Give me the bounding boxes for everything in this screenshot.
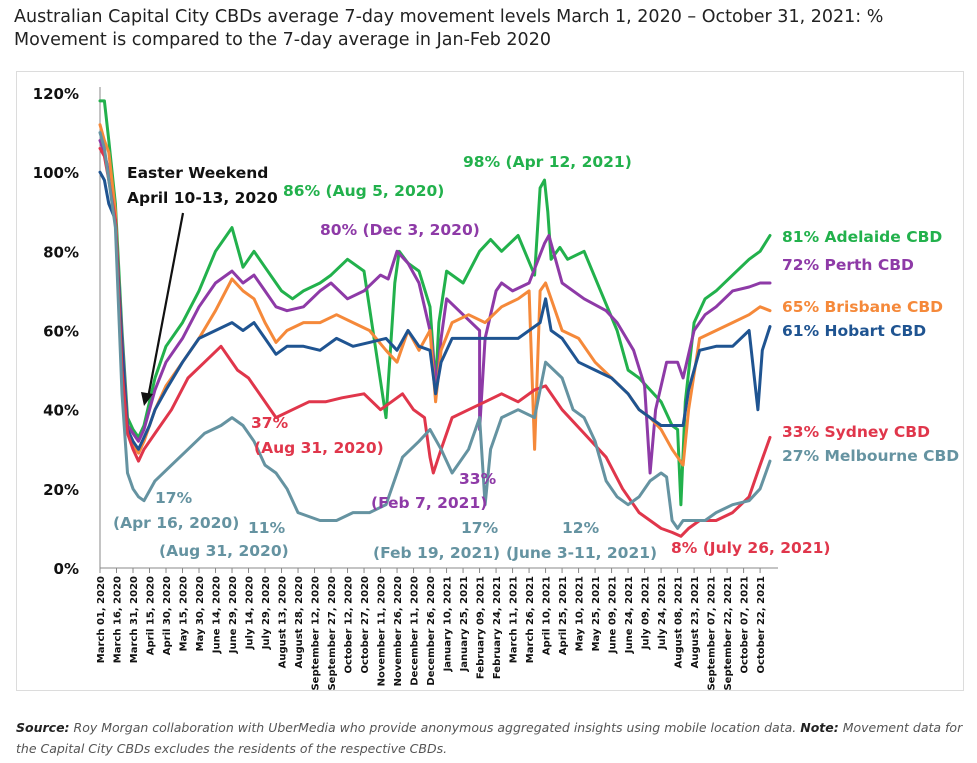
x-tick-label: December 26, 2020 [426, 576, 437, 686]
annotation-label: (Aug 31, 2020) [159, 542, 289, 560]
annotation-label: 12% [562, 519, 600, 537]
x-tick-label: March 11, 2021 [509, 576, 520, 663]
source-note: Source: Roy Morgan collaboration with Ub… [16, 717, 966, 759]
x-tick-label: August 13, 2020 [278, 576, 289, 668]
note-label: Note: [800, 720, 839, 735]
x-tick-label: September 22, 2021 [723, 576, 734, 690]
annotation-label: 11% [248, 519, 286, 537]
x-tick-label: May 25, 2021 [591, 576, 602, 651]
series-line-sydney-cbd [98, 146, 772, 538]
annotation-label: (June 3-11, 2021) [506, 544, 657, 562]
x-tick-label: November 26, 2020 [393, 576, 404, 686]
x-tick-label: May 10, 2021 [575, 576, 586, 651]
x-tick-label: August 08, 2021 [674, 576, 685, 668]
annotation-label: 17% [155, 489, 193, 507]
x-tick-label: October 27, 2020 [360, 576, 371, 674]
x-tick-label: March 26, 2021 [525, 576, 536, 663]
page-title: Australian Capital City CBDs average 7-d… [14, 7, 884, 50]
x-tick-label: April 30, 2020 [162, 576, 173, 655]
y-tick-label: 80% [43, 243, 79, 261]
x-tick-label: June 09, 2021 [608, 576, 619, 654]
source-text: Roy Morgan collaboration with UberMedia … [69, 720, 801, 735]
annotation-label: 33% [459, 470, 497, 488]
x-tick-label: October 07, 2021 [740, 576, 751, 674]
x-tick-label: September 27, 2020 [327, 576, 338, 690]
x-tick-label: June 29, 2020 [228, 576, 239, 654]
x-tick-label: September 12, 2020 [311, 576, 322, 690]
x-tick-label: July 09, 2021 [641, 576, 652, 650]
annotation-label: 8% (July 26, 2021) [671, 539, 831, 557]
annotation-label: 86% (Aug 5, 2020) [283, 182, 444, 200]
x-tick-label: April 10, 2021 [542, 576, 553, 655]
movement-line-chart: 0% 20% 40% 60% 80% 100% 120% March 01, 2020 Marc… [33, 85, 960, 690]
annotation-label: (Aug 31, 2020) [254, 439, 384, 457]
y-tick-label: 120% [33, 85, 79, 103]
series-line-hobart-cbd [98, 170, 772, 451]
x-tick-label: November 11, 2020 [377, 576, 388, 686]
series-end-label: 81% Adelaide CBD [782, 228, 942, 246]
x-tick-label: September 07, 2021 [707, 576, 718, 690]
x-tick-label: April 15, 2020 [146, 576, 157, 655]
x-tick-label: March 01, 2020 [96, 576, 107, 663]
chart-frame: 0% 20% 40% 60% 80% 100% 120% March 01, 2020 Marc… [16, 71, 964, 691]
x-tick-label: October 22, 2021 [756, 576, 767, 674]
x-tick-label: June 24, 2021 [624, 576, 635, 654]
y-tick-label: 40% [43, 402, 79, 420]
x-tick-label: June 14, 2020 [212, 576, 223, 654]
x-tick-label: March 31, 2020 [129, 576, 140, 663]
easter-arrow-head [141, 392, 153, 406]
x-tick-label: April 25, 2021 [558, 576, 569, 655]
x-tick-label: July 24, 2021 [657, 576, 668, 650]
series-line-melbourne-cbd [98, 131, 772, 530]
x-tick-label: July 14, 2020 [245, 576, 256, 650]
x-tick-label: May 30, 2020 [195, 576, 206, 651]
source-label: Source: [16, 720, 70, 735]
annotation-label: (Feb 19, 2021) [373, 544, 500, 562]
annotation-label: 37% [251, 414, 289, 432]
x-tick-label: July 29, 2020 [261, 576, 272, 650]
annotation-label: April 10-13, 2020 [127, 189, 278, 207]
annotation-label: 17% [461, 519, 499, 537]
x-tick-label: February 09, 2021 [476, 576, 487, 679]
annotation-label: (Apr 16, 2020) [113, 514, 239, 532]
series-end-label: 72% Perth CBD [782, 256, 914, 274]
x-tick-label: August 28, 2020 [294, 576, 305, 668]
x-tick-label: March 16, 2020 [113, 576, 124, 663]
x-tick-label: August 23, 2021 [690, 576, 701, 668]
annotation-label: 98% (Apr 12, 2021) [463, 153, 632, 171]
y-tick-label: 0% [54, 560, 79, 578]
series-end-label: 33% Sydney CBD [782, 423, 930, 441]
y-tick-label: 100% [33, 164, 79, 182]
series-end-label: 61% Hobart CBD [782, 322, 926, 340]
series-end-label: 65% Brisbane CBD [782, 298, 943, 316]
annotation-label: (Feb 7, 2021) [371, 494, 487, 512]
x-tick-label: October 12, 2020 [344, 576, 355, 674]
y-tick-label: 20% [43, 481, 79, 499]
series-end-label: 27% Melbourne CBD [782, 447, 959, 465]
x-tick-label: May 15, 2020 [179, 576, 190, 651]
note-text: Movement data for the Capital City CBDs … [16, 720, 963, 756]
x-tick-label: December 11, 2020 [410, 576, 421, 686]
x-tick-label: January 25, 2021 [459, 576, 470, 672]
y-tick-label: 60% [43, 323, 79, 341]
annotation-label: Easter Weekend [127, 164, 268, 182]
easter-arrow-line [146, 212, 185, 399]
x-tick-label: February 24, 2021 [492, 576, 503, 679]
annotation-label: 80% (Dec 3, 2020) [320, 221, 480, 239]
x-tick-label: January 10, 2021 [443, 576, 454, 672]
